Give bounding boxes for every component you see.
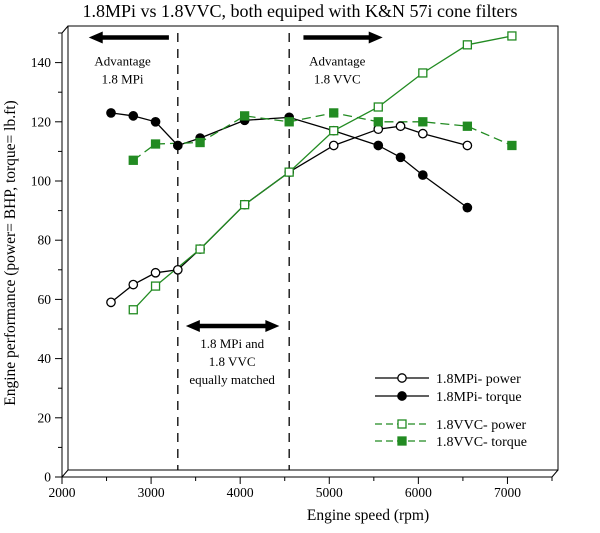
annotation-text-equally-matched-line1: 1.8 VVC [209, 354, 256, 369]
marker-1-8mpi-torque-5550rpm [373, 140, 384, 151]
marker-1-8vvc-power-5550rpm [373, 102, 383, 112]
marker-1-8vvc-power-5050rpm [329, 126, 339, 136]
arrow-head [185, 320, 200, 333]
x-tick-label-5000: 5000 [316, 485, 343, 500]
marker-1-8mpi-torque-5800rpm [395, 152, 406, 163]
marker-1-8vvc-torque-6050rpm [418, 117, 428, 127]
legend-marker-1-8vvc-torque [397, 436, 407, 446]
arrow-head [88, 31, 103, 44]
legend-entry-1-8vvc-power: 1.8VVC- power [375, 418, 527, 433]
annotation-text-advantage-vvc-line1: 1.8 VVC [314, 72, 361, 87]
plot-area: 2000 3000 4000 5000 6000 7000 0 20 40 60 80 100 120 1… [31, 25, 559, 500]
legend-marker-1-8vvc-power [397, 419, 407, 429]
marker-1-8mpi-torque-3050rpm [150, 116, 161, 127]
frame-corner-bottom-left [61, 469, 69, 478]
marker-1-8vvc-power-4550rpm [284, 167, 294, 177]
marker-1-8mpi-torque-2550rpm [106, 108, 116, 118]
marker-1-8vvc-torque-5050rpm [329, 108, 339, 118]
marker-1-8mpi-torque-6550rpm [462, 202, 473, 213]
y-tick-label-60: 60 [38, 292, 52, 307]
chart-title: 1.8MPi vs 1.8VVC, both equiped with K&N … [83, 1, 518, 21]
annotation-text-advantage-mpi-line0: Advantage [94, 54, 151, 69]
marker-1-8mpi-power-2550rpm [106, 297, 116, 308]
x-tick-label-3000: 3000 [138, 485, 165, 500]
legend-label-1-8mpi-power: 1.8MPi- power [436, 372, 521, 387]
marker-1-8mpi-torque-6050rpm [417, 170, 428, 180]
marker-1-8vvc-power-3050rpm [150, 281, 161, 291]
y-axis-label: Engine performance (power= BHP, torque= … [2, 100, 19, 405]
arrow-head [265, 320, 280, 333]
marker-1-8vvc-torque-7050rpm [507, 140, 517, 151]
frame-corner-top-left [61, 25, 69, 34]
marker-1-8mpi-torque-2800rpm [128, 111, 139, 121]
y-tick-label-20: 20 [38, 410, 52, 425]
marker-1-8vvc-power-6050rpm [418, 68, 428, 78]
marker-1-8mpi-power-3300rpm [172, 264, 183, 275]
annotation-arrow-equally-matched [185, 320, 280, 333]
x-tick-label-2000: 2000 [49, 485, 76, 500]
y-tick-label-40: 40 [38, 351, 52, 366]
legend-label-1-8vvc-torque: 1.8VVC- torque [436, 435, 527, 450]
arrow-head [368, 31, 383, 44]
legend-entry-1-8mpi-torque: 1.8MPi- torque [375, 390, 522, 405]
marker-1-8mpi-power-2800rpm [128, 279, 139, 290]
marker-1-8vvc-power-4050rpm [239, 200, 250, 210]
marker-1-8vvc-torque-4550rpm [284, 117, 294, 127]
annotation-arrow-advantage-vvc [303, 31, 383, 44]
marker-1-8vvc-torque-4050rpm [239, 111, 250, 121]
legend-entry-1-8mpi-power: 1.8MPi- power [375, 372, 521, 387]
series-markers-1-8vvc-torque [128, 108, 517, 165]
annotation-text-equally-matched-line0: 1.8 MPi and [200, 336, 264, 351]
legend: 1.8MPi- power 1.8MPi- torque 1.8VVC- power… [375, 372, 527, 450]
annotation-advantage-mpi: Advantage 1.8 MPi [94, 54, 151, 87]
series-line-1-8vvc-torque [132, 112, 513, 161]
plot-frame [67, 25, 559, 471]
annotation-arrow-advantage-mpi [88, 31, 169, 44]
y-tick-label-140: 140 [31, 55, 52, 70]
annotation-text-equally-matched-line2: equally matched [189, 372, 275, 387]
y-tick-label-120: 120 [31, 114, 52, 129]
marker-1-8vvc-power-2800rpm [128, 305, 138, 315]
marker-1-8mpi-power-5800rpm [395, 121, 406, 132]
annotation-advantage-vvc: Advantage 1.8 VVC [309, 54, 366, 87]
y-tick-label-80: 80 [38, 233, 52, 248]
legend-marker-1-8mpi-torque [397, 391, 407, 401]
x-tick-label-4000: 4000 [227, 485, 254, 500]
frame-corner-bottom-right [551, 469, 559, 478]
x-tick-label-6000: 6000 [405, 485, 432, 500]
annotation-text-advantage-vvc-line0: Advantage [309, 54, 366, 69]
x-axis-ticks: 2000 3000 4000 5000 6000 7000 [49, 477, 553, 500]
marker-1-8mpi-power-5050rpm [328, 140, 339, 151]
series-markers-1-8vvc-power [128, 31, 517, 315]
marker-1-8vvc-power-7050rpm [507, 31, 517, 41]
marker-1-8mpi-torque-3300rpm [172, 140, 183, 151]
annotation-text-advantage-mpi-line1: 1.8 MPi [102, 72, 144, 87]
legend-label-1-8mpi-torque: 1.8MPi- torque [436, 390, 522, 405]
y-tick-label-100: 100 [31, 174, 52, 189]
x-axis-label: Engine speed (rpm) [307, 507, 429, 524]
marker-1-8vvc-power-3550rpm [195, 244, 205, 254]
marker-1-8mpi-power-6050rpm [417, 128, 428, 139]
legend-entry-1-8vvc-torque: 1.8VVC- torque [375, 435, 527, 450]
marker-1-8vvc-torque-3550rpm [195, 137, 205, 148]
marker-1-8vvc-torque-6550rpm [462, 121, 473, 131]
y-tick-label-0: 0 [44, 470, 51, 485]
marker-1-8vvc-power-6550rpm [462, 40, 473, 50]
legend-marker-1-8mpi-power [397, 373, 407, 383]
annotation-equally-matched: 1.8 MPi and 1.8 VVC equally matched [189, 336, 275, 387]
marker-1-8mpi-power-6550rpm [462, 140, 473, 151]
marker-1-8vvc-torque-3050rpm [150, 139, 161, 149]
legend-label-1-8vvc-power: 1.8VVC- power [436, 418, 527, 433]
x-tick-label-7000: 7000 [494, 485, 521, 500]
marker-1-8mpi-power-3050rpm [150, 267, 161, 278]
marker-1-8vvc-torque-2800rpm [128, 155, 138, 165]
y-axis-ticks: 0 20 40 60 80 100 120 140 [31, 32, 62, 485]
marker-1-8vvc-torque-5550rpm [373, 117, 383, 127]
